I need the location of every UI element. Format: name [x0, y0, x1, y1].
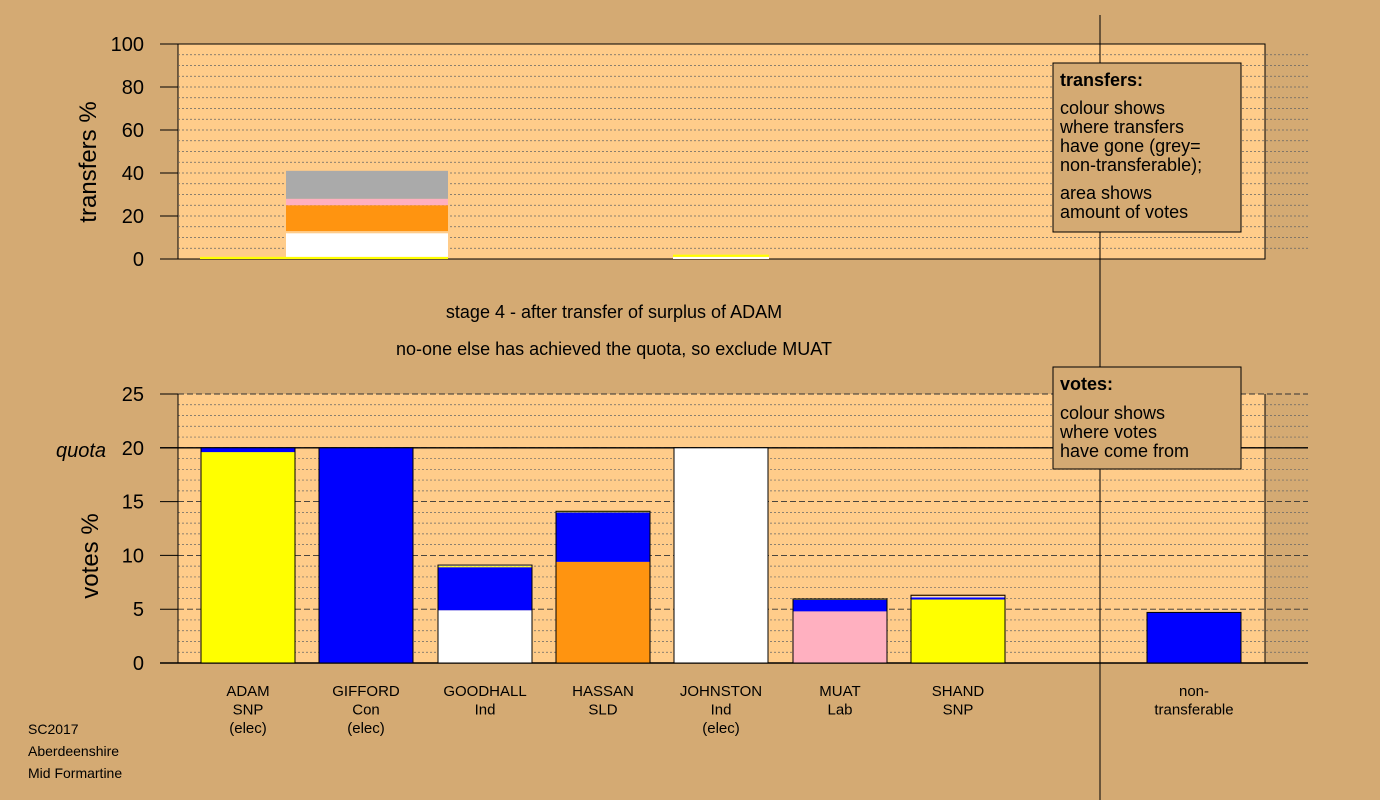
votes-tick-label: 0	[133, 653, 144, 675]
votes-legend-line: have come from	[1060, 441, 1189, 461]
votes-legend-line: where votes	[1059, 422, 1157, 442]
transfers-tick-label: 60	[122, 120, 144, 142]
vote-segment	[438, 567, 532, 611]
footer-ward: Mid Formartine	[28, 765, 122, 781]
transfers-legend-line: amount of votes	[1060, 202, 1188, 222]
candidate-label: GOODHALL	[443, 683, 526, 700]
transfer-segment-gifford	[286, 170, 448, 199]
vote-bar-outline	[792, 598, 888, 664]
transfer-segment-gifford	[286, 233, 448, 257]
candidate-label: SHAND	[932, 683, 985, 700]
candidate-label: MUAT	[819, 683, 860, 700]
votes-tick-label: 20	[122, 438, 144, 460]
vote-segment	[674, 447, 768, 663]
transfer-segment-johnston	[673, 254, 769, 257]
action-caption: no-one else has achieved the quota, so e…	[396, 339, 832, 359]
vote-segment	[793, 611, 887, 663]
candidate-label: transferable	[1154, 702, 1233, 719]
candidate-label: GIFFORD	[332, 683, 400, 700]
transfers-legend-box	[1052, 62, 1242, 233]
transfers-legend-line: where transfers	[1059, 117, 1184, 137]
candidate-label: SLD	[588, 702, 617, 719]
transfers-tick-label: 80	[122, 77, 144, 99]
footer: SC2017 Aberdeenshire Mid Formartine	[28, 721, 122, 781]
candidate-label: Con	[352, 702, 380, 719]
vote-bar-outline	[200, 447, 296, 664]
transfers-legend-line: area shows	[1060, 183, 1152, 203]
votes-y-axis-label: votes %	[77, 513, 104, 598]
transfers-tick-label: 40	[122, 163, 144, 185]
vote-segment	[793, 599, 887, 612]
transfer-segment-johnston	[673, 256, 769, 259]
candidate-label: SNP	[233, 702, 264, 719]
candidate-label: Ind	[475, 702, 496, 719]
transfer-segment-adam	[200, 256, 296, 259]
candidate-label: (elec)	[347, 720, 385, 737]
votes-legend-title: votes:	[1060, 374, 1113, 394]
quota-label: quota	[56, 440, 106, 462]
transfer-segment-gifford	[286, 205, 448, 232]
vote-segment	[201, 452, 295, 663]
vote-segment	[911, 596, 1005, 598]
votes-tick-label: 25	[122, 384, 144, 406]
stage-caption: stage 4 - after transfer of surplus of A…	[446, 302, 782, 322]
candidate-label: (elec)	[229, 720, 267, 737]
candidate-label: Ind	[711, 702, 732, 719]
vote-segment	[911, 597, 1005, 600]
transfers-legend-line: colour shows	[1060, 98, 1165, 118]
transfers-tick-label: 100	[111, 34, 144, 56]
transfers-legend-line: non-transferable);	[1060, 155, 1202, 175]
vote-bar-outline	[910, 594, 1006, 664]
transfer-segment-gifford	[286, 256, 448, 259]
vote-bar-outline	[555, 510, 651, 664]
transfers-y-ticks: 0 20 40 60 80 100	[111, 34, 178, 271]
vote-segment	[911, 599, 1005, 663]
votes-legend-box	[1052, 366, 1242, 470]
vote-bar-outline	[673, 447, 769, 664]
transfers-tick-label: 0	[133, 249, 144, 271]
candidate-label: ADAM	[226, 683, 269, 700]
vote-segment	[438, 566, 532, 568]
vote-segment	[556, 512, 650, 562]
votes-x-tick-labels: ADAMSNP(elec)GIFFORDCon(elec)GOODHALLInd…	[226, 683, 1233, 737]
votes-legend: votes: colour shows where votes have com…	[1052, 366, 1242, 470]
candidate-label: Lab	[827, 702, 852, 719]
candidate-label: non-	[1179, 683, 1209, 700]
vote-segment	[201, 447, 295, 453]
footer-election: SC2017	[28, 721, 79, 737]
vote-bar-outline	[1146, 611, 1242, 664]
transfer-segment-gifford	[286, 198, 448, 206]
transfers-legend-line: have gone (grey=	[1060, 136, 1201, 156]
vote-segment	[1147, 612, 1241, 663]
transfers-y-axis-label: transfers %	[75, 101, 102, 222]
candidate-label: (elec)	[702, 720, 740, 737]
transfers-legend-title: transfers:	[1060, 70, 1143, 90]
vote-segment	[911, 595, 1005, 597]
vote-segment	[319, 447, 413, 663]
votes-legend-line: colour shows	[1060, 403, 1165, 423]
footer-council: Aberdeenshire	[28, 743, 119, 759]
transfers-tick-label: 20	[122, 206, 144, 228]
candidate-label: HASSAN	[572, 683, 634, 700]
vote-segment	[556, 511, 650, 513]
votes-bars	[200, 447, 1242, 664]
transfers-bars	[200, 170, 769, 259]
candidate-label: JOHNSTON	[680, 683, 762, 700]
votes-tick-label: 10	[122, 545, 144, 567]
vote-segment	[556, 561, 650, 663]
vote-bar-outline	[318, 447, 414, 664]
votes-y-ticks: 0 5 10 15 20 25	[122, 384, 178, 675]
votes-tick-label: 15	[122, 492, 144, 514]
transfer-segment-gifford	[286, 231, 448, 234]
vote-bar-outline	[437, 564, 533, 664]
vote-segment	[438, 610, 532, 663]
votes-tick-label: 5	[133, 599, 144, 621]
candidate-label: SNP	[943, 702, 974, 719]
transfers-legend: transfers: colour shows where transfers …	[1052, 62, 1242, 233]
vote-segment	[438, 565, 532, 567]
